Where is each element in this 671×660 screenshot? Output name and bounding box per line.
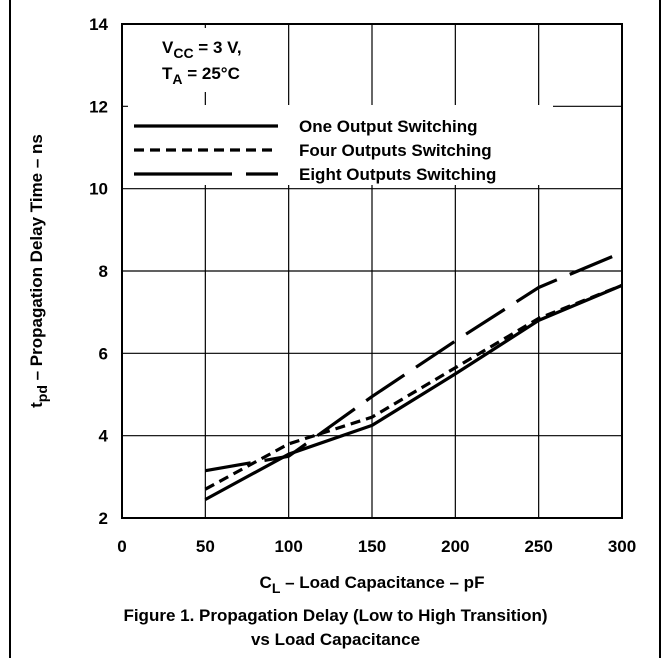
y-tick-label: 8	[99, 262, 108, 281]
legend-label: Four Outputs Switching	[299, 141, 492, 160]
vcc-annotation: VCC = 3 V,	[162, 38, 242, 61]
annotation-box	[148, 28, 278, 92]
x-tick-labels: 0 50 100 150 200 250 300	[117, 537, 636, 556]
series-line-dashed	[204, 283, 623, 491]
plot-area-border	[121, 23, 623, 519]
grid-lines	[122, 24, 622, 518]
y-tick-label: 14	[89, 15, 108, 34]
y-axis-label: tpd – Propagation Delay Time – ns	[27, 134, 50, 408]
y-tick-label: 6	[99, 344, 108, 363]
x-tick-label: 200	[441, 537, 469, 556]
x-tick-label: 0	[117, 537, 126, 556]
legend-label: One Output Switching	[299, 117, 477, 136]
ta-annotation: TA = 25°C	[162, 64, 240, 87]
x-tick-label: 50	[196, 537, 215, 556]
x-tick-label: 300	[608, 537, 636, 556]
y-tick-label: 12	[89, 97, 108, 116]
x-tick-label: 150	[358, 537, 386, 556]
figure-frame	[9, 0, 661, 658]
legend-box	[128, 105, 553, 185]
y-tick-labels: 2 4 6 8 10 12 14	[89, 15, 108, 528]
legend-label: Eight Outputs Switching	[299, 165, 496, 184]
y-tick-label: 10	[89, 180, 108, 199]
x-axis-label: CL – Load Capacitance – pF	[260, 573, 485, 596]
x-tick-label: 250	[524, 537, 552, 556]
delay-chart: 2 4 6 8 10 12 14 0 50 100 150 200 250 300 VCC = 3 V,…	[27, 15, 636, 596]
series-lines	[204, 250, 623, 501]
series-line-longdash	[205, 250, 623, 473]
y-tick-label: 4	[99, 427, 109, 446]
legend: One Output Switching Four Outputs Switchi…	[134, 117, 496, 184]
y-tick-label: 2	[99, 509, 108, 528]
figure-caption-line1: Figure 1. Propagation Delay (Low to High…	[123, 606, 548, 625]
x-tick-label: 100	[274, 537, 302, 556]
figure-caption-line2: vs Load Capacitance	[250, 630, 421, 649]
